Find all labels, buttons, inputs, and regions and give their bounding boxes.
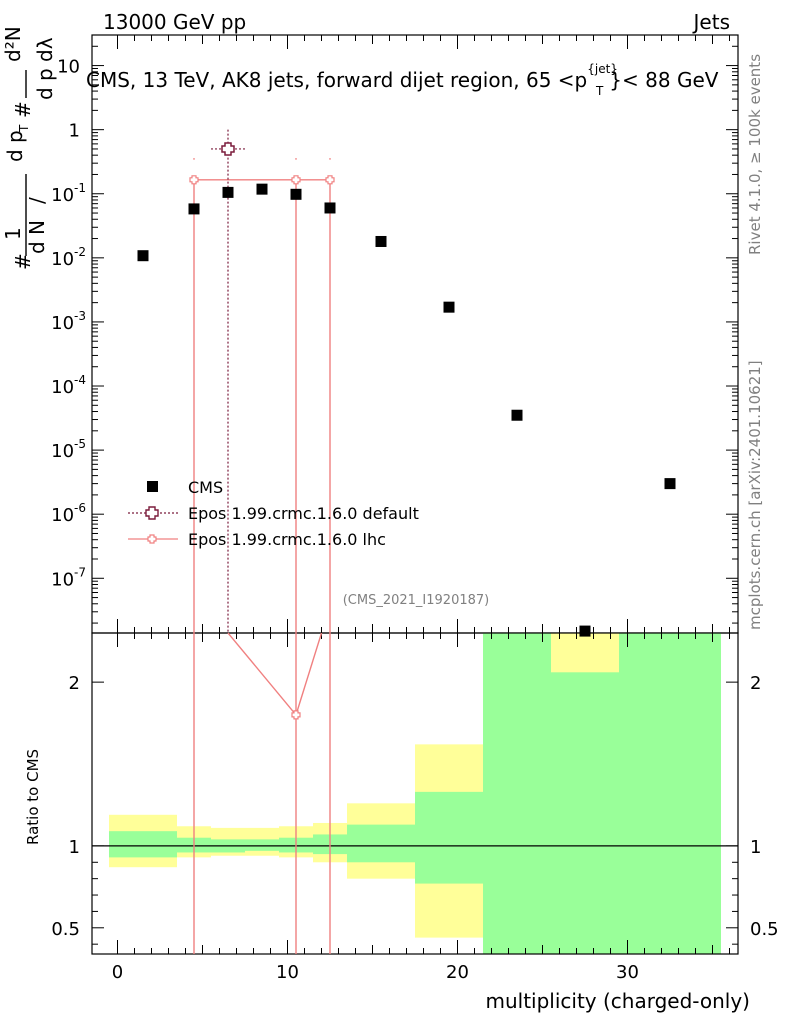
x-tick-label: 10 xyxy=(276,962,299,983)
cms-data-point xyxy=(324,202,336,214)
chart-title-sub: T xyxy=(595,84,604,98)
y-tick-label: 10 xyxy=(57,57,80,78)
y-axis-label: # 1 d N / d p T # d p d²N dλ xyxy=(1,26,57,270)
ratio-band-green xyxy=(483,633,551,954)
ratio-band-green xyxy=(245,839,279,851)
x-tick-label: 30 xyxy=(616,962,639,983)
cms-data-point xyxy=(222,186,234,198)
epos-lhc-ratio-line xyxy=(295,632,323,716)
data-series xyxy=(137,129,676,954)
x-axis-label: multiplicity (charged-only) xyxy=(485,989,750,1013)
ratio-frame xyxy=(91,632,739,955)
ylabel-d2n: d²N xyxy=(1,26,25,62)
y-tick-label: 10-7 xyxy=(51,565,86,590)
cms-data-point xyxy=(188,203,200,215)
ratio-tick-label-right: 0.5 xyxy=(750,919,779,940)
y-tick-label: 10-2 xyxy=(51,245,86,270)
chart-title-sup: {jet} xyxy=(587,62,618,76)
y-tick-base: 10 xyxy=(51,505,74,526)
cms-data-point xyxy=(664,478,676,490)
energy-label: 13000 GeV pp xyxy=(103,10,246,34)
process-label: Jets xyxy=(692,10,730,34)
y-tick-base: 10 xyxy=(51,377,74,398)
mcplots-label: mcplots.cern.ch [arXiv:2401.10621] xyxy=(746,360,764,630)
legend-epos-lhc-label: Epos 1.99.crmc.1.6.0 lhc xyxy=(188,530,386,549)
ylabel-dp: d p xyxy=(3,130,27,162)
ratio-band-green xyxy=(347,824,415,863)
y-tick-exp: -2 xyxy=(74,245,86,259)
legend-epos-default-marker xyxy=(145,506,159,520)
x-tick-label: 0 xyxy=(112,962,123,983)
y-tick-label: 10-4 xyxy=(51,373,86,398)
cms-data-point xyxy=(256,183,268,195)
epos-lhc-marker xyxy=(189,175,199,185)
cms-data-point xyxy=(511,409,523,421)
cms-data-point xyxy=(290,188,302,200)
ratio-band-green xyxy=(109,831,177,858)
y-tick-exp: -1 xyxy=(74,181,86,195)
y-tick-base: 10 xyxy=(51,249,74,270)
epos-lhc-ratio-marker xyxy=(291,710,301,720)
chart-title-main: CMS, 13 TeV, AK8 jets, forward dijet reg… xyxy=(86,68,587,92)
chart-title-tail: }< 88 GeV xyxy=(609,68,718,92)
ratio-panel xyxy=(91,632,739,955)
cms-data-point xyxy=(375,235,387,247)
ylabel-dlambda: dλ xyxy=(33,37,57,62)
x-tick-label: 20 xyxy=(446,962,469,983)
ratio-band-green xyxy=(551,672,619,954)
x-axis-ticks: 0 10 20 30 xyxy=(112,35,730,983)
y-tick-base: 10 xyxy=(51,569,74,590)
rivet-version-label: Rivet 4.1.0, ≥ 100k events xyxy=(746,54,764,255)
ylabel-hash-2: # xyxy=(11,101,35,118)
y-tick-exp: -7 xyxy=(74,565,86,579)
ratio-tick-label-right: 1 xyxy=(750,837,761,858)
y-tick-label: 10-5 xyxy=(51,437,86,462)
epos-default-marker xyxy=(221,142,235,156)
y-tick-label: 10-3 xyxy=(51,309,86,334)
cms-data-point xyxy=(579,625,591,637)
epos-lhc-marker xyxy=(291,175,301,185)
y-tick-exp: -6 xyxy=(74,501,86,515)
ylabel-slash: / xyxy=(25,197,49,204)
y-tick-base: 10 xyxy=(51,441,74,462)
ratio-band-green xyxy=(415,791,483,884)
y-tick-exp: -3 xyxy=(74,309,86,323)
ylabel-one: 1 xyxy=(1,227,25,240)
legend-epos-default-label: Epos 1.99.crmc.1.6.0 default xyxy=(188,504,419,523)
ratio-tick-label: 0.5 xyxy=(51,919,80,940)
ylabel-sub-t: T xyxy=(17,124,31,133)
ratio-bands xyxy=(92,633,738,954)
ratio-tick-label-right: 2 xyxy=(750,673,761,694)
legend: CMS Epos 1.99.crmc.1.6.0 default Epos 1.… xyxy=(128,478,419,549)
ratio-band-green xyxy=(619,633,721,954)
y-tick-exp: -4 xyxy=(74,373,86,387)
ratio-tick-label: 1 xyxy=(69,837,80,858)
ratio-y-label: Ratio to CMS xyxy=(24,749,42,845)
ylabel-dpt: d p xyxy=(33,68,57,100)
y-tick-exp: -5 xyxy=(74,437,86,451)
analysis-watermark: (CMS_2021_I1920187) xyxy=(343,593,490,608)
cms-data-point xyxy=(443,301,455,313)
ylabel-dn: d N xyxy=(25,220,49,254)
ylabel-hash-1: # xyxy=(11,253,35,270)
y-tick-base: 10 xyxy=(51,313,74,334)
y-tick-label: 1 xyxy=(69,121,80,142)
legend-epos-lhc-marker xyxy=(147,534,157,544)
epos-lhc-ratio-line xyxy=(227,632,297,716)
epos-lhc-marker xyxy=(325,175,335,185)
ratio-axis-ticks: 0.5 0.5 1 1 2 2 xyxy=(51,673,779,945)
y-tick-label: 10-1 xyxy=(51,181,86,206)
chart-title: CMS, 13 TeV, AK8 jets, forward dijet reg… xyxy=(86,62,719,98)
cms-data-point xyxy=(137,250,149,262)
legend-cms-marker xyxy=(147,481,158,492)
ratio-tick-label: 2 xyxy=(69,673,80,694)
y-tick-base: 10 xyxy=(51,185,74,206)
y-tick-label: 10-6 xyxy=(51,501,86,526)
legend-cms-label: CMS xyxy=(188,478,223,497)
